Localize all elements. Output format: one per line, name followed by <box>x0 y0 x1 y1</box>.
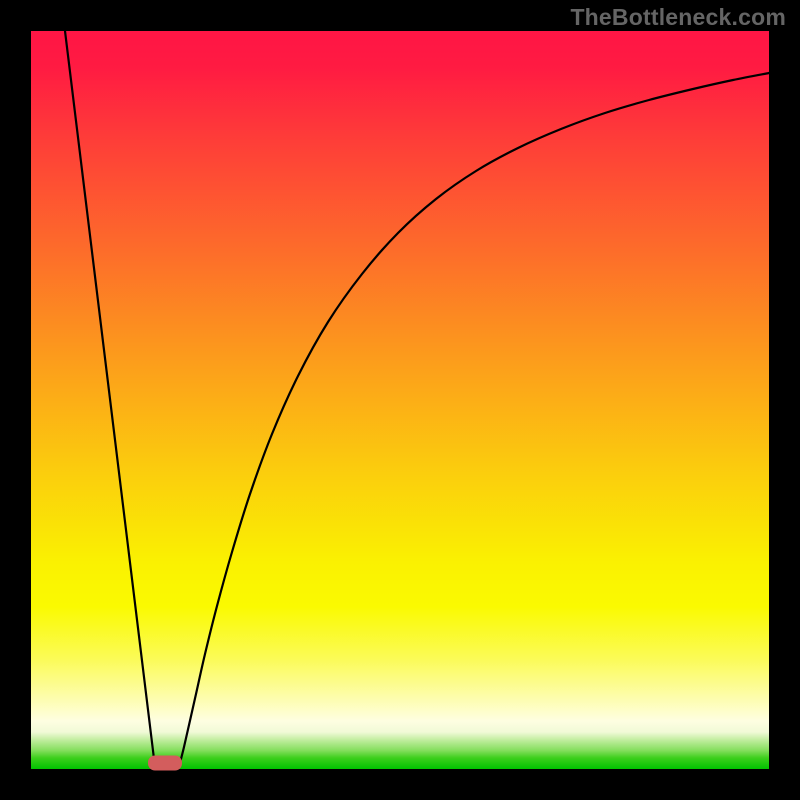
bottleneck-chart: TheBottleneck.com <box>0 0 800 800</box>
optimum-marker <box>148 756 182 771</box>
watermark-text: TheBottleneck.com <box>570 4 786 31</box>
chart-canvas <box>0 0 800 800</box>
